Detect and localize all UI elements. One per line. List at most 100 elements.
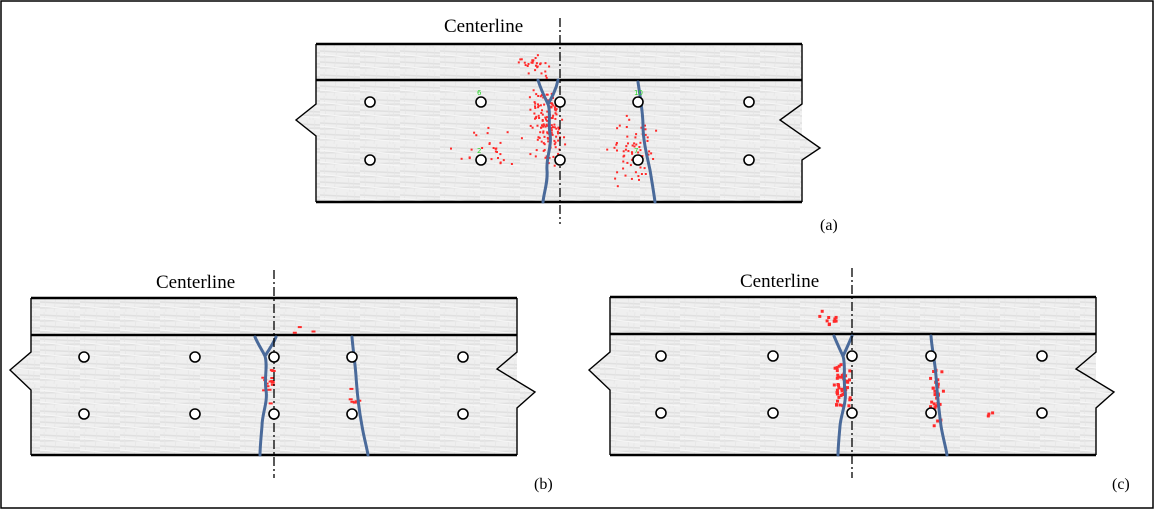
acoustic-event-dot — [546, 77, 548, 79]
acoustic-event-dot — [638, 179, 640, 181]
acoustic-event-dot — [625, 175, 627, 177]
acoustic-event-dot — [619, 125, 621, 127]
acoustic-event-dot — [552, 126, 554, 128]
acoustic-event-dot — [638, 146, 640, 148]
acoustic-event-dot — [655, 130, 657, 132]
sensor-icon — [365, 97, 375, 107]
acoustic-event-dot — [645, 173, 647, 175]
acoustic-event-dot — [538, 136, 540, 138]
acoustic-event-dot — [487, 132, 489, 134]
acoustic-event-dot — [556, 113, 558, 115]
acoustic-event-dot — [530, 125, 532, 127]
acoustic-event-dot — [544, 136, 546, 138]
acoustic-event-dot — [552, 115, 554, 117]
acoustic-event-dot — [635, 171, 637, 173]
acoustic-event-dot — [551, 102, 553, 104]
sensor-label: 6 — [477, 89, 482, 97]
sensor-icon — [847, 351, 857, 361]
sensor-label: 10 — [634, 89, 643, 97]
acoustic-event-dot — [552, 105, 554, 107]
sensor-icon — [269, 409, 279, 419]
acoustic-event-dot — [932, 387, 935, 390]
acoustic-event-dot — [617, 185, 619, 187]
acoustic-event-dot — [500, 162, 502, 164]
sensor-icon — [458, 352, 468, 362]
acoustic-event-dot — [546, 116, 548, 118]
acoustic-event-dot — [622, 168, 624, 170]
acoustic-event-dot — [625, 145, 627, 147]
acoustic-event-dot — [840, 376, 843, 379]
acoustic-event-dot — [527, 65, 529, 67]
sensor-icon — [555, 155, 565, 165]
acoustic-event-dot — [537, 54, 539, 56]
acoustic-event-dot — [268, 389, 272, 391]
left-break-line — [296, 80, 316, 202]
acoustic-event-dot — [555, 146, 557, 148]
sensor-icon — [768, 351, 778, 361]
sensor-icon — [190, 352, 200, 362]
acoustic-event-dot — [535, 116, 537, 118]
sensor-icon — [656, 351, 666, 361]
acoustic-event-dot — [499, 153, 501, 155]
acoustic-event-dot — [635, 144, 637, 146]
acoustic-event-dot — [540, 127, 542, 129]
sensor-icon — [476, 155, 486, 165]
sensor-icon — [847, 408, 857, 418]
slab-left-break — [10, 335, 31, 455]
acoustic-event-dot — [652, 158, 654, 160]
acoustic-event-dot — [836, 400, 839, 403]
acoustic-event-dot — [537, 139, 539, 141]
acoustic-event-dot — [841, 389, 844, 392]
sensor-icon — [269, 352, 279, 362]
acoustic-event-dot — [507, 131, 509, 133]
acoustic-event-dot — [540, 112, 542, 114]
acoustic-event-dot — [835, 404, 838, 407]
panel-c: Centerline (c) — [589, 268, 1130, 493]
acoustic-event-dot — [555, 142, 557, 144]
sensor-icon — [476, 97, 486, 107]
acoustic-event-dot — [626, 115, 628, 117]
acoustic-event-dot — [511, 163, 513, 165]
acoustic-event-dot — [616, 142, 618, 144]
acoustic-event-dot — [557, 131, 559, 133]
acoustic-event-dot — [626, 162, 628, 164]
sensor-icon — [744, 155, 754, 165]
acoustic-event-dot — [557, 140, 559, 142]
acoustic-event-dot — [544, 71, 546, 73]
sensor-icon — [656, 408, 666, 418]
acoustic-event-dot — [539, 63, 541, 65]
acoustic-event-dot — [551, 117, 553, 119]
acoustic-event-dot — [521, 137, 523, 139]
sensor-icon — [347, 352, 357, 362]
acoustic-event-dot — [555, 136, 557, 138]
acoustic-event-dot — [650, 152, 652, 154]
sensor-icon — [633, 97, 643, 107]
acoustic-event-dot — [640, 149, 642, 151]
acoustic-event-dot — [550, 106, 552, 108]
acoustic-event-dot — [534, 69, 536, 71]
acoustic-event-dot — [828, 323, 831, 326]
acoustic-event-dot — [535, 93, 537, 95]
acoustic-event-dot — [563, 136, 565, 138]
acoustic-event-dot — [540, 104, 542, 106]
centerline-label: Centerline — [740, 271, 819, 292]
acoustic-event-dot — [546, 94, 548, 96]
acoustic-event-dot — [543, 124, 545, 126]
acoustic-event-dot — [532, 60, 534, 62]
acoustic-event-dot — [473, 132, 475, 134]
acoustic-event-dot — [500, 142, 502, 144]
acoustic-event-dot — [847, 404, 850, 407]
acoustic-event-dot — [349, 388, 353, 390]
acoustic-event-dot — [537, 103, 539, 105]
acoustic-event-dot — [554, 118, 556, 120]
acoustic-event-dot — [553, 124, 555, 126]
acoustic-event-dot — [497, 157, 499, 159]
acoustic-event-dot — [491, 158, 493, 160]
acoustic-event-dot — [647, 136, 649, 138]
left-break-line — [10, 335, 31, 455]
sensor-icon — [365, 155, 375, 165]
acoustic-event-dot — [631, 178, 633, 180]
acoustic-event-dot — [503, 159, 505, 161]
acoustic-event-dot — [555, 109, 557, 111]
